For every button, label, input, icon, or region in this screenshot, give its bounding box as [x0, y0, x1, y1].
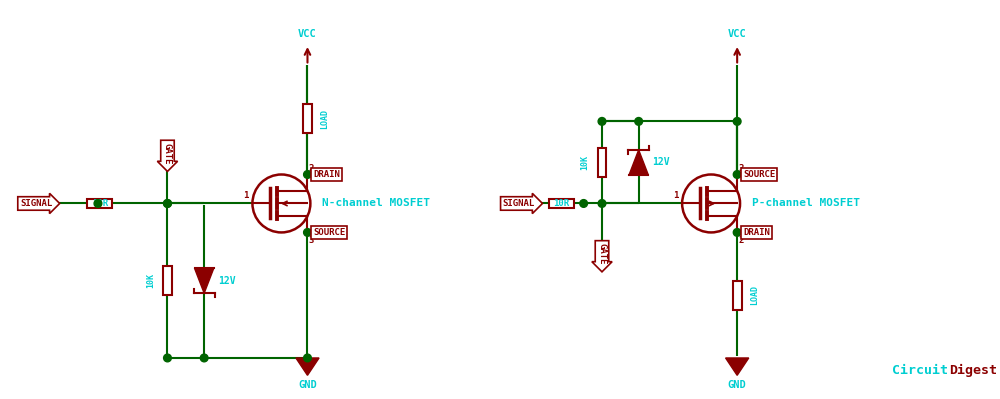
Circle shape [733, 118, 741, 125]
Text: LOAD: LOAD [750, 285, 759, 305]
FancyBboxPatch shape [163, 266, 172, 295]
Polygon shape [726, 358, 749, 375]
Text: Digest: Digest [950, 364, 998, 377]
Text: VCC: VCC [728, 29, 747, 40]
Text: LOAD: LOAD [320, 109, 329, 129]
Text: VCC: VCC [298, 29, 317, 40]
Circle shape [733, 229, 741, 236]
Text: 12V: 12V [218, 276, 235, 286]
Text: GATE: GATE [597, 243, 606, 265]
Circle shape [200, 354, 208, 362]
Text: P-channel MOSFET: P-channel MOSFET [752, 198, 860, 208]
Circle shape [580, 200, 587, 207]
Text: 10K: 10K [580, 155, 589, 170]
Text: 1: 1 [243, 191, 249, 200]
Circle shape [304, 354, 311, 362]
Text: 10R: 10R [92, 199, 108, 208]
Text: SOURCE: SOURCE [313, 228, 346, 237]
Polygon shape [195, 268, 214, 293]
Circle shape [304, 171, 311, 178]
Text: 10R: 10R [553, 199, 569, 208]
Circle shape [164, 200, 171, 207]
Text: DRAIN: DRAIN [313, 170, 340, 179]
FancyBboxPatch shape [303, 105, 312, 133]
FancyBboxPatch shape [549, 199, 574, 208]
Text: SIGNAL: SIGNAL [503, 199, 535, 208]
Circle shape [733, 171, 741, 178]
Text: GND: GND [728, 380, 747, 390]
Circle shape [164, 354, 171, 362]
Text: 2: 2 [308, 164, 314, 172]
FancyBboxPatch shape [733, 281, 742, 310]
Circle shape [598, 118, 606, 125]
Circle shape [304, 229, 311, 236]
Text: DRAIN: DRAIN [743, 228, 770, 237]
Text: GND: GND [298, 380, 317, 390]
Text: 12V: 12V [652, 158, 670, 168]
Text: 3: 3 [308, 236, 314, 245]
Polygon shape [629, 150, 648, 175]
Text: SOURCE: SOURCE [743, 170, 775, 179]
FancyBboxPatch shape [87, 199, 112, 208]
Text: N-channel MOSFET: N-channel MOSFET [322, 198, 430, 208]
Circle shape [94, 200, 102, 207]
Text: Circuit: Circuit [892, 364, 948, 377]
Text: 10K: 10K [146, 273, 155, 288]
Text: GATE: GATE [163, 142, 172, 164]
Polygon shape [296, 358, 319, 375]
Circle shape [164, 200, 171, 207]
Circle shape [598, 200, 606, 207]
Text: 1: 1 [673, 191, 678, 200]
Text: SIGNAL: SIGNAL [20, 199, 52, 208]
FancyBboxPatch shape [598, 148, 606, 177]
Text: 2: 2 [738, 236, 744, 245]
Text: 3: 3 [738, 164, 744, 172]
Circle shape [635, 118, 643, 125]
